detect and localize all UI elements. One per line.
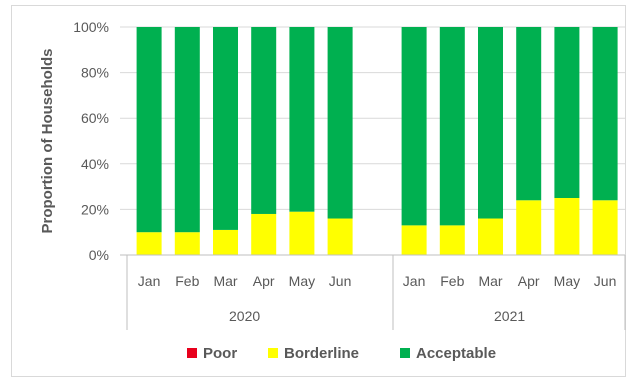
legend-swatch	[268, 348, 278, 358]
x-tick-label: Apr	[253, 273, 275, 289]
x-tick-label: Feb	[440, 273, 464, 289]
x-tick-label: May	[554, 273, 580, 289]
bar-acceptable	[213, 27, 238, 230]
bar-acceptable	[516, 27, 542, 201]
legend-swatch	[187, 348, 197, 358]
x-tick-label: May	[289, 273, 315, 289]
x-tick-label: Feb	[175, 273, 199, 289]
bar-borderline	[213, 229, 238, 255]
x-tick-label: Jan	[403, 273, 426, 289]
legend-swatch	[400, 348, 410, 358]
legend-label: Acceptable	[416, 345, 496, 362]
bar-borderline	[136, 232, 162, 255]
bar-borderline	[439, 225, 465, 255]
bar-acceptable	[136, 27, 162, 233]
bar-borderline	[516, 200, 542, 255]
x-tick-label: Jun	[594, 273, 617, 289]
x-tick-label: Mar	[478, 273, 502, 289]
group-label: 2020	[229, 308, 260, 324]
bar-borderline	[401, 225, 427, 255]
axes: 0% 20% 40% 60% 80% 100% Jan Feb Mar Apr May Jun 2020…	[73, 19, 626, 330]
bar-acceptable	[554, 27, 580, 198]
legend-label: Poor	[203, 345, 237, 362]
bar-acceptable	[592, 27, 618, 201]
legend: Poor Borderline Acceptable	[187, 345, 496, 362]
x-tick-label: Apr	[518, 273, 540, 289]
y-tick-label: 0%	[89, 247, 109, 263]
bar-acceptable	[401, 27, 427, 226]
bar-borderline	[174, 232, 200, 255]
bar-borderline	[592, 200, 618, 255]
y-axis-label: Proportion of Households	[39, 49, 56, 234]
bar-borderline	[554, 198, 580, 255]
x-tick-label: Jan	[138, 273, 161, 289]
y-tick-label: 80%	[81, 65, 109, 81]
y-tick-label: 40%	[81, 156, 109, 172]
bar-acceptable	[478, 27, 503, 219]
bar-acceptable	[174, 27, 200, 233]
y-tick-label: 20%	[81, 201, 109, 217]
bar-acceptable	[251, 27, 277, 214]
bar-borderline	[289, 211, 315, 255]
bar-borderline	[251, 213, 277, 255]
y-tick-label: 60%	[81, 110, 109, 126]
bar-borderline	[478, 218, 503, 255]
x-tick-label: Jun	[329, 273, 352, 289]
x-tick-label: Mar	[213, 273, 237, 289]
legend-label: Borderline	[284, 345, 359, 362]
bar-acceptable	[289, 27, 315, 212]
bars	[136, 27, 618, 255]
bar-borderline	[327, 218, 353, 255]
group-label: 2021	[494, 308, 525, 324]
bar-acceptable	[327, 27, 353, 219]
y-tick-label: 100%	[73, 19, 109, 35]
bar-acceptable	[439, 27, 465, 226]
